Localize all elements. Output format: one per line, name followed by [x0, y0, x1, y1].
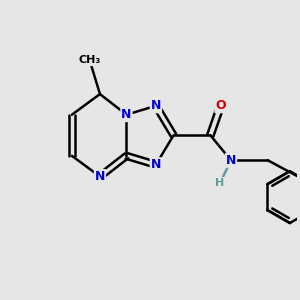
Text: N: N: [151, 99, 161, 112]
Text: N: N: [95, 170, 105, 183]
Text: N: N: [121, 108, 132, 121]
Text: CH₃: CH₃: [79, 55, 101, 65]
Text: N: N: [151, 158, 161, 171]
Text: H: H: [215, 178, 225, 188]
Text: O: O: [215, 99, 226, 112]
Text: N: N: [226, 154, 236, 167]
